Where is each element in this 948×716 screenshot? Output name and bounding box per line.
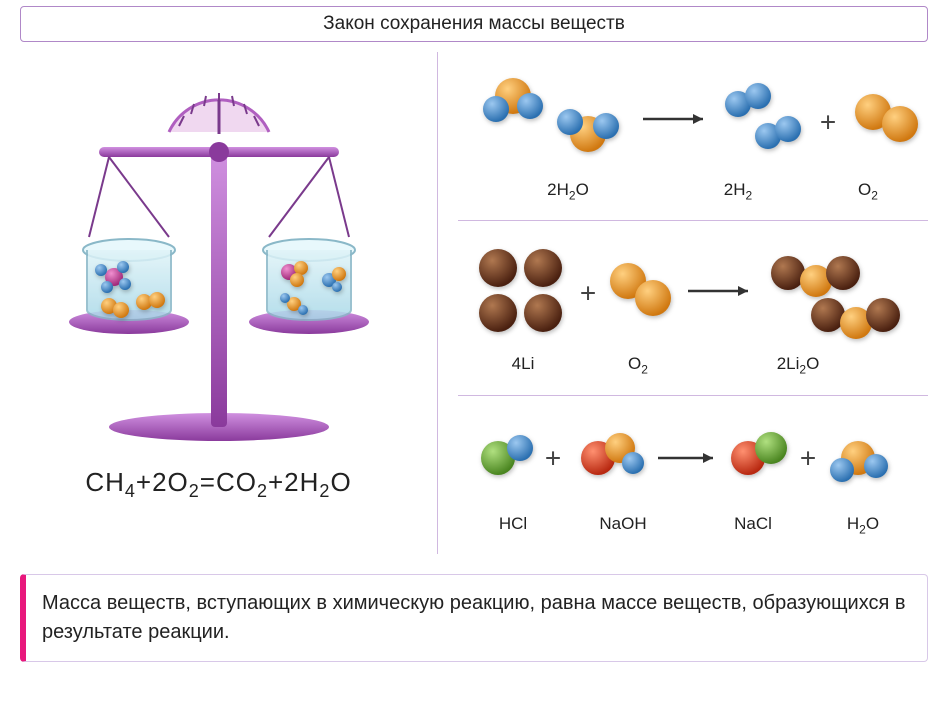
balance-scale: [39, 62, 399, 442]
page-title: Закон сохранения массы веществ: [323, 13, 625, 34]
label: 2H2: [648, 180, 828, 202]
svg-text:+: +: [820, 106, 836, 137]
main-equation: CH4+2O2=CO2+2H2O: [85, 467, 351, 502]
title-bar: Закон сохранения массы веществ: [20, 6, 928, 42]
reactions-panel: + 2H2O 2H2 O2 +: [437, 52, 928, 554]
svg-text:+: +: [545, 442, 561, 473]
reaction-2-labels: 4Li O2 2Li2O: [458, 354, 928, 376]
left-panel: CH4+2O2=CO2+2H2O: [20, 52, 417, 554]
reaction-3: + + HCl NaOH NaCl H2O: [458, 396, 928, 554]
label: HCl: [468, 514, 558, 536]
label: 2H2O: [488, 180, 648, 202]
label: O2: [828, 180, 908, 202]
law-text: Масса веществ, вступающих в химическую р…: [42, 592, 905, 643]
reaction-1: + 2H2O 2H2 O2: [458, 52, 928, 221]
label: O2: [578, 354, 698, 376]
reaction-1-labels: 2H2O 2H2 O2: [458, 180, 928, 202]
label: 4Li: [468, 354, 578, 376]
law-definition-box: Масса веществ, вступающих в химическую р…: [20, 574, 928, 662]
label: NaOH: [558, 514, 688, 536]
label: NaCl: [688, 514, 818, 536]
reaction-3-labels: HCl NaOH NaCl H2O: [458, 514, 928, 536]
reaction-2: + 4Li O2 2Li2O: [458, 221, 928, 395]
svg-text:+: +: [800, 442, 816, 473]
main-content: CH4+2O2=CO2+2H2O +: [0, 52, 948, 554]
label: H2O: [818, 514, 908, 536]
label: 2Li2O: [698, 354, 898, 376]
svg-text:+: +: [580, 278, 596, 309]
